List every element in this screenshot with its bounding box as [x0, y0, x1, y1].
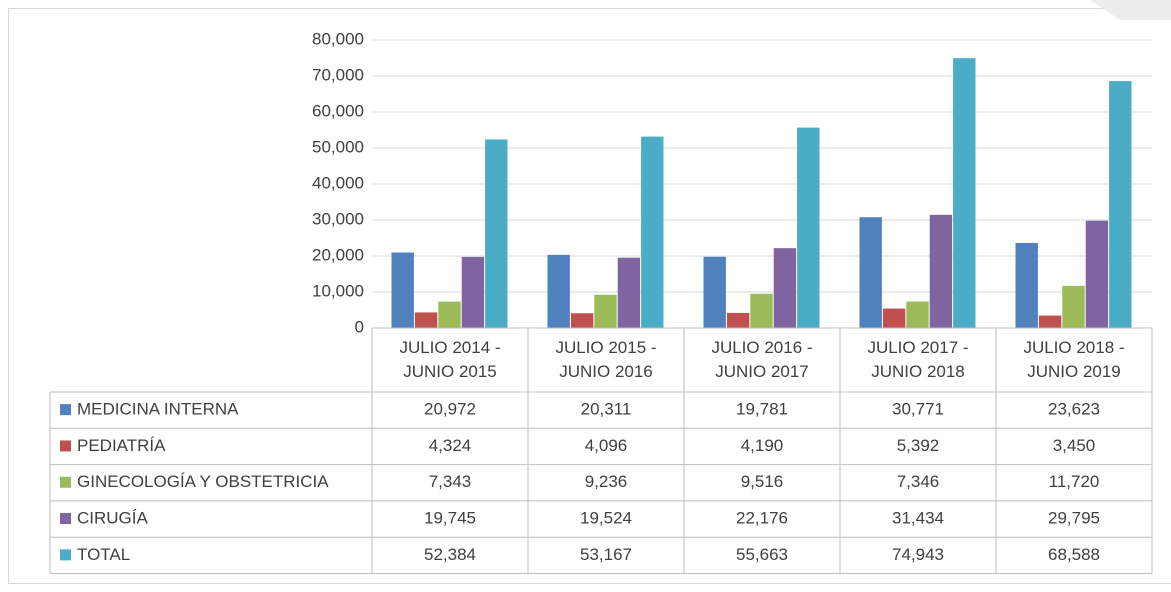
bar: [1109, 81, 1132, 329]
bar: [882, 308, 906, 328]
y-tick-label: 0: [355, 317, 364, 336]
y-tick-label: 80,000: [312, 29, 364, 48]
table-value: 19,781: [736, 400, 788, 419]
table-value: 23,623: [1048, 400, 1100, 419]
legend-label: MEDICINA INTERNA: [77, 400, 239, 419]
table-value: 4,096: [585, 436, 628, 455]
table-value: 9,516: [741, 472, 784, 491]
x-tick-label: JULIO 2014 - JUNIO 2015: [399, 338, 501, 381]
table-value: 20,972: [424, 400, 476, 419]
table-value: 9,236: [585, 472, 628, 491]
bar: [703, 256, 726, 328]
table-value: 19,524: [580, 509, 632, 528]
bar: [859, 217, 882, 328]
y-tick-label: 10,000: [312, 281, 364, 300]
table-value: 68,588: [1048, 545, 1100, 564]
bar: [726, 312, 750, 328]
table-value: 7,343: [429, 472, 472, 491]
bar: [391, 252, 414, 328]
legend-key: [60, 476, 71, 488]
bar: [929, 214, 953, 328]
bar: [953, 58, 976, 328]
table-value: 3,450: [1053, 436, 1096, 455]
legend-key: [60, 440, 71, 452]
bar: [641, 136, 664, 328]
legend-label: GINECOLOGÍA Y OBSTETRICIA: [77, 472, 329, 491]
y-tick-label: 70,000: [312, 65, 364, 84]
table-value: 5,392: [897, 436, 940, 455]
bar: [461, 256, 485, 328]
table-value: 30,771: [892, 400, 944, 419]
y-tick-label: 50,000: [312, 137, 364, 156]
bar: [594, 294, 617, 328]
table-value: 7,346: [897, 472, 940, 491]
table-value: 4,324: [429, 436, 472, 455]
y-tick-label: 60,000: [312, 101, 364, 120]
legend-label: TOTAL: [77, 545, 130, 564]
table-value: 53,167: [580, 545, 632, 564]
bar: [1062, 285, 1085, 328]
table-value: 31,434: [892, 509, 944, 528]
decoration: [1090, 0, 1171, 20]
bar: [485, 139, 508, 328]
x-tick-label: JULIO 2018 - JUNIO 2019: [1023, 338, 1125, 381]
bar: [438, 301, 461, 328]
bar: [750, 293, 773, 328]
table-value: 22,176: [736, 509, 788, 528]
bar: [547, 254, 570, 328]
legend-label: PEDIATRÍA: [77, 436, 166, 455]
y-tick-label: 20,000: [312, 245, 364, 264]
bar: [797, 127, 820, 329]
x-tick-label: JULIO 2016 - JUNIO 2017: [711, 338, 813, 381]
table-value: 29,795: [1048, 509, 1100, 528]
table-value: 20,311: [581, 400, 632, 419]
table-value: 74,943: [892, 545, 944, 564]
bar: [773, 248, 797, 328]
bar: [617, 257, 641, 328]
legend-key: [60, 513, 71, 525]
table-value: 19,745: [424, 509, 476, 528]
table-value: 52,384: [424, 545, 476, 564]
table-value: 4,190: [741, 436, 784, 455]
bar: [1038, 315, 1062, 328]
table-value: 55,663: [736, 545, 788, 564]
legend-key: [60, 549, 71, 561]
x-tick-label: JULIO 2017 - JUNIO 2018: [867, 338, 969, 381]
chart-border: [8, 8, 1171, 584]
bar: [1015, 242, 1038, 328]
legend-label: CIRUGÍA: [77, 509, 149, 528]
bar: [570, 313, 594, 328]
x-tick-label: JULIO 2015 - JUNIO 2016: [555, 338, 657, 381]
bar: [1085, 220, 1109, 328]
bar: [906, 301, 929, 328]
y-tick-label: 30,000: [312, 209, 364, 228]
table-value: 11,720: [1049, 472, 1100, 491]
legend-key: [60, 404, 71, 416]
y-tick-label: 40,000: [312, 173, 364, 192]
bar: [414, 312, 438, 328]
